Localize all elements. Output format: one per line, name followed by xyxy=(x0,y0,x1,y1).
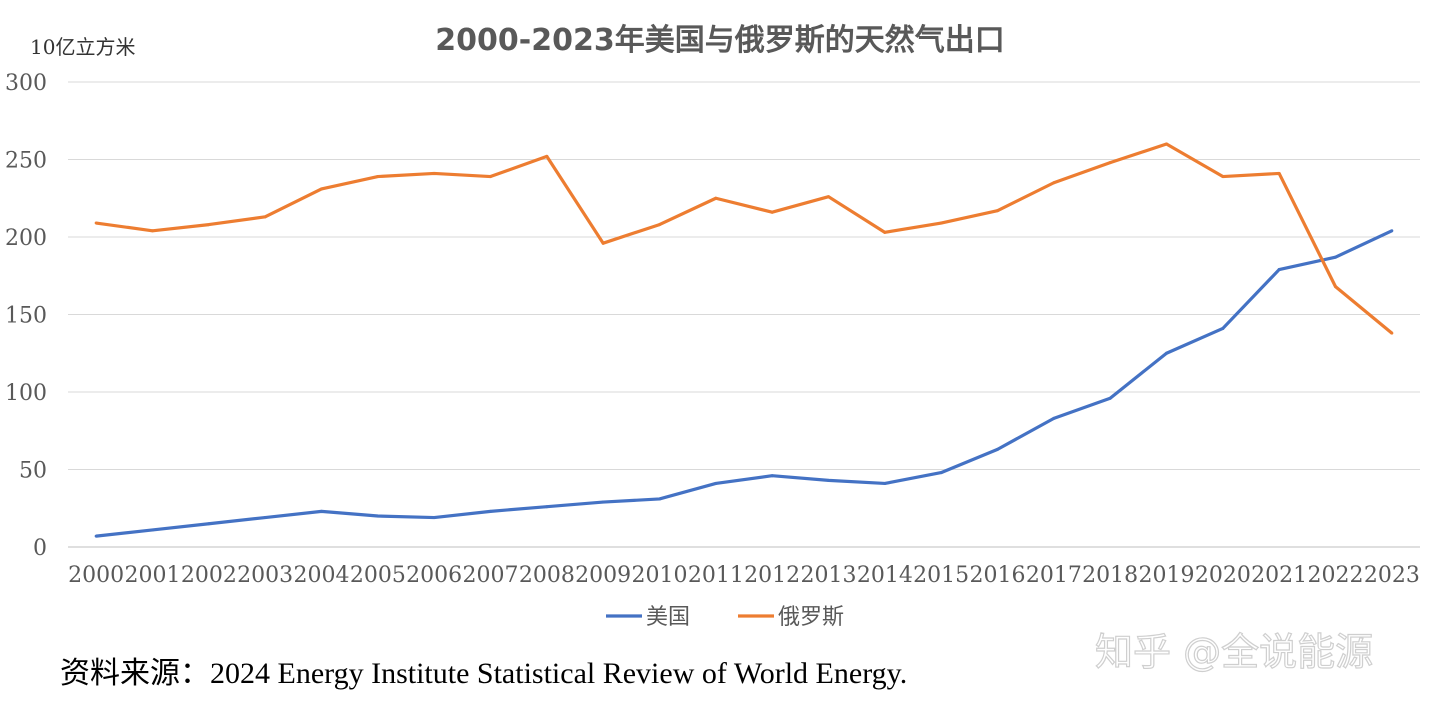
data-point xyxy=(770,210,774,214)
data-point xyxy=(939,221,943,225)
data-point xyxy=(1052,181,1056,185)
data-point xyxy=(1165,142,1168,146)
x-tick-label: 2001 xyxy=(125,563,181,588)
x-tick-label: 2019 xyxy=(1139,563,1195,588)
data-point xyxy=(1165,351,1168,355)
data-point xyxy=(545,154,549,158)
y-tick-label: 300 xyxy=(5,71,47,96)
data-point xyxy=(939,471,943,475)
data-point xyxy=(714,481,718,485)
x-tick-label: 2005 xyxy=(350,563,406,588)
data-point xyxy=(601,241,605,245)
x-tick-label: 2004 xyxy=(294,563,350,588)
x-tick-label: 2002 xyxy=(181,563,237,588)
x-tick-label: 2007 xyxy=(463,563,519,588)
y-tick-label: 150 xyxy=(5,304,47,329)
data-point xyxy=(1108,161,1112,165)
x-tick-label: 2018 xyxy=(1082,563,1138,588)
x-tick-label: 2016 xyxy=(970,563,1026,588)
x-tick-label: 2009 xyxy=(575,563,631,588)
x-tick-label: 2021 xyxy=(1251,563,1307,588)
y-tick-label: 200 xyxy=(5,226,47,251)
data-point xyxy=(263,516,267,520)
data-point xyxy=(94,221,98,225)
x-tick-label: 2010 xyxy=(632,563,688,588)
data-point xyxy=(489,509,492,513)
data-point xyxy=(376,514,380,518)
x-tick-label: 2023 xyxy=(1364,563,1420,588)
data-point xyxy=(1334,285,1337,289)
data-point xyxy=(94,534,98,538)
data-point xyxy=(827,478,830,482)
data-point xyxy=(320,509,323,513)
x-tick-label: 2017 xyxy=(1026,563,1082,588)
data-point xyxy=(1052,416,1056,420)
x-tick-label: 2012 xyxy=(744,563,800,588)
data-point xyxy=(1277,171,1281,175)
x-tick-label: 2000 xyxy=(68,563,124,588)
data-point xyxy=(883,230,887,234)
data-point xyxy=(770,474,774,478)
data-point xyxy=(1334,255,1337,259)
data-point xyxy=(151,229,154,233)
data-point xyxy=(658,497,661,501)
x-tick-label: 2003 xyxy=(237,563,293,588)
x-tick-label: 2022 xyxy=(1308,563,1364,588)
data-point xyxy=(432,516,436,520)
x-tick-label: 2008 xyxy=(519,563,575,588)
y-tick-label: 100 xyxy=(5,381,47,406)
data-point xyxy=(432,171,436,175)
series-line-0 xyxy=(95,229,1393,538)
legend-label: 美国 xyxy=(646,605,690,630)
x-tick-label: 2015 xyxy=(913,563,969,588)
data-point xyxy=(658,223,661,227)
y-tick-label: 250 xyxy=(5,149,47,174)
data-point xyxy=(714,196,718,200)
data-point xyxy=(827,195,830,199)
series-line-1 xyxy=(95,142,1393,335)
data-point xyxy=(151,528,154,532)
x-tick-label: 2006 xyxy=(406,563,462,588)
chart-title: 2000-2023年美国与俄罗斯的天然气出口 xyxy=(435,23,1004,58)
x-tick-label: 2013 xyxy=(801,563,857,588)
data-point xyxy=(996,209,999,213)
data-point xyxy=(1277,268,1281,272)
data-point xyxy=(489,175,492,179)
data-point xyxy=(263,215,267,219)
data-point xyxy=(320,187,323,191)
data-point xyxy=(601,500,605,504)
data-point xyxy=(996,447,999,451)
data-point xyxy=(1221,175,1225,179)
data-point xyxy=(1108,396,1112,400)
data-point xyxy=(207,223,211,227)
legend-label: 俄罗斯 xyxy=(778,605,844,630)
x-tick-label: 2011 xyxy=(688,563,744,588)
data-point xyxy=(1390,229,1394,233)
x-tick-label: 2020 xyxy=(1195,563,1251,588)
data-point xyxy=(376,175,380,179)
data-point xyxy=(883,481,887,485)
data-point xyxy=(207,522,211,526)
watermark: 知乎 @全说能源 xyxy=(1095,630,1373,674)
y-tick-label: 50 xyxy=(19,459,47,484)
y-tick-label: 0 xyxy=(33,536,47,561)
data-point xyxy=(1390,331,1394,335)
y-axis-label: 10亿立方米 xyxy=(30,35,135,59)
source-note: 资料来源：2024 Energy Institute Statistical R… xyxy=(60,657,907,690)
data-point xyxy=(545,505,549,509)
data-point xyxy=(1221,326,1225,330)
x-tick-label: 2014 xyxy=(857,563,913,588)
